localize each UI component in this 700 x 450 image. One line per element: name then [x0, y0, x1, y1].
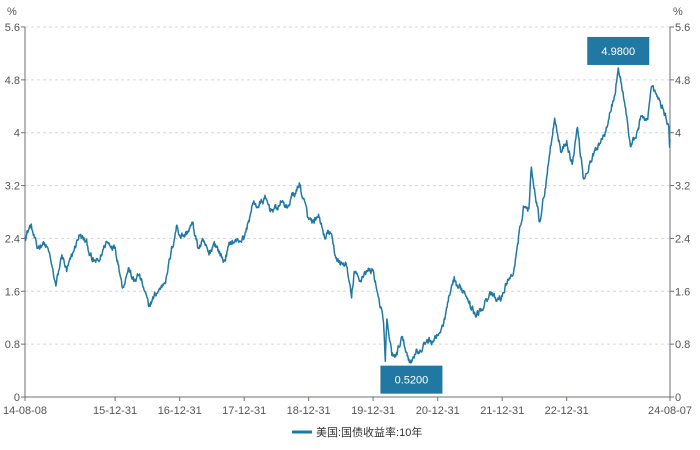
series-line-us-10y: [24, 67, 671, 364]
x-tick-label: 19-12-31: [351, 405, 395, 417]
min-callout-label: 0.5200: [395, 375, 429, 387]
y-tick-label-left: 4.8: [5, 75, 20, 87]
max-callout-box: [587, 36, 650, 65]
y-tick-label-left: 0: [14, 392, 20, 404]
y-tick-label-right: 4: [675, 128, 681, 140]
y-tick-label-left: 5.6: [5, 22, 20, 34]
x-tick-label: 16-12-31: [158, 405, 202, 417]
max-callout-label: 4.9800: [601, 46, 635, 58]
y-tick-label-left: 4: [14, 128, 20, 140]
min-callout-box: [380, 365, 443, 394]
y-unit-right: %: [673, 6, 683, 18]
x-tick-label: 21-12-31: [480, 405, 524, 417]
y-tick-label-right: 2.4: [675, 233, 690, 245]
x-tick-label: 20-12-31: [416, 405, 460, 417]
y-unit-left: %: [7, 6, 17, 18]
x-tick-label: 24-08-07: [648, 405, 692, 417]
x-tick-label: 22-12-31: [545, 405, 589, 417]
y-tick-label-left: 2.4: [5, 233, 20, 245]
y-tick-label-right: 4.8: [675, 75, 690, 87]
y-tick-label-left: 0.8: [5, 339, 20, 351]
y-tick-label-right: 1.6: [675, 286, 690, 298]
y-tick-label-left: 3.2: [5, 181, 20, 193]
y-tick-label-left: 1.6: [5, 286, 20, 298]
x-tick-label: 14-08-08: [3, 405, 47, 417]
legend-label: 美国:国债收益率:10年: [316, 425, 422, 439]
x-tick-label: 17-12-31: [222, 405, 266, 417]
y-tick-label-right: 5.6: [675, 22, 690, 34]
x-tick-label: 15-12-31: [93, 405, 137, 417]
x-tick-label: 18-12-31: [287, 405, 331, 417]
y-tick-label-right: 3.2: [675, 181, 690, 193]
y-tick-label-right: 0: [675, 392, 681, 404]
y-tick-label-right: 0.8: [675, 339, 690, 351]
